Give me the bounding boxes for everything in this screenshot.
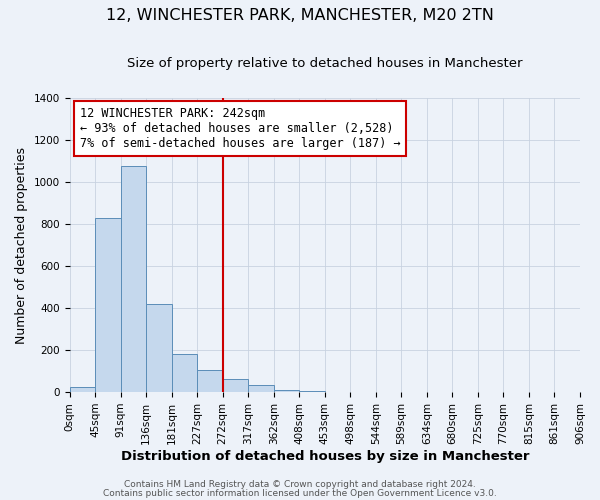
Bar — [121, 166, 146, 392]
Bar — [197, 370, 223, 392]
X-axis label: Distribution of detached houses by size in Manchester: Distribution of detached houses by size … — [121, 450, 529, 462]
Bar — [95, 218, 121, 392]
Title: Size of property relative to detached houses in Manchester: Size of property relative to detached ho… — [127, 58, 523, 70]
Text: 12 WINCHESTER PARK: 242sqm
← 93% of detached houses are smaller (2,528)
7% of se: 12 WINCHESTER PARK: 242sqm ← 93% of deta… — [80, 107, 400, 150]
Bar — [146, 304, 172, 392]
Text: Contains public sector information licensed under the Open Government Licence v3: Contains public sector information licen… — [103, 488, 497, 498]
Text: 12, WINCHESTER PARK, MANCHESTER, M20 2TN: 12, WINCHESTER PARK, MANCHESTER, M20 2TN — [106, 8, 494, 22]
Y-axis label: Number of detached properties: Number of detached properties — [15, 146, 28, 344]
Bar — [223, 380, 248, 392]
Bar — [248, 384, 274, 392]
Bar — [172, 354, 197, 392]
Bar — [299, 391, 325, 392]
Text: Contains HM Land Registry data © Crown copyright and database right 2024.: Contains HM Land Registry data © Crown c… — [124, 480, 476, 489]
Bar — [274, 390, 299, 392]
Bar — [70, 387, 95, 392]
